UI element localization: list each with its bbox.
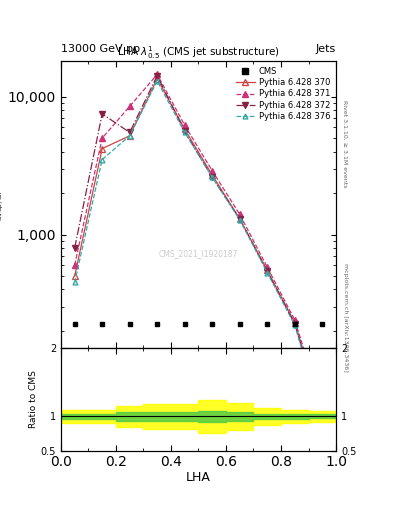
Text: Jets: Jets (316, 44, 336, 54)
Y-axis label: Ratio to CMS: Ratio to CMS (29, 370, 38, 429)
Text: Rivet 3.1.10, ≥ 3.1M events: Rivet 3.1.10, ≥ 3.1M events (343, 100, 348, 187)
Y-axis label: $\frac{1}{\mathrm{d}N}\frac{\mathrm{d}^2N}{\mathrm{d}p_T\,\mathrm{d}\lambda}$: $\frac{1}{\mathrm{d}N}\frac{\mathrm{d}^2… (0, 189, 6, 221)
Text: 13000 GeV pp: 13000 GeV pp (61, 44, 140, 54)
X-axis label: LHA: LHA (186, 471, 211, 484)
Text: CMS_2021_I1920187: CMS_2021_I1920187 (159, 249, 238, 258)
Text: mcplots.cern.ch [arXiv:1306.3436]: mcplots.cern.ch [arXiv:1306.3436] (343, 263, 348, 372)
Legend: CMS, Pythia 6.428 370, Pythia 6.428 371, Pythia 6.428 372, Pythia 6.428 376: CMS, Pythia 6.428 370, Pythia 6.428 371,… (235, 66, 332, 122)
Title: LHA $\lambda^1_{0.5}$ (CMS jet substructure): LHA $\lambda^1_{0.5}$ (CMS jet substruct… (117, 44, 280, 61)
